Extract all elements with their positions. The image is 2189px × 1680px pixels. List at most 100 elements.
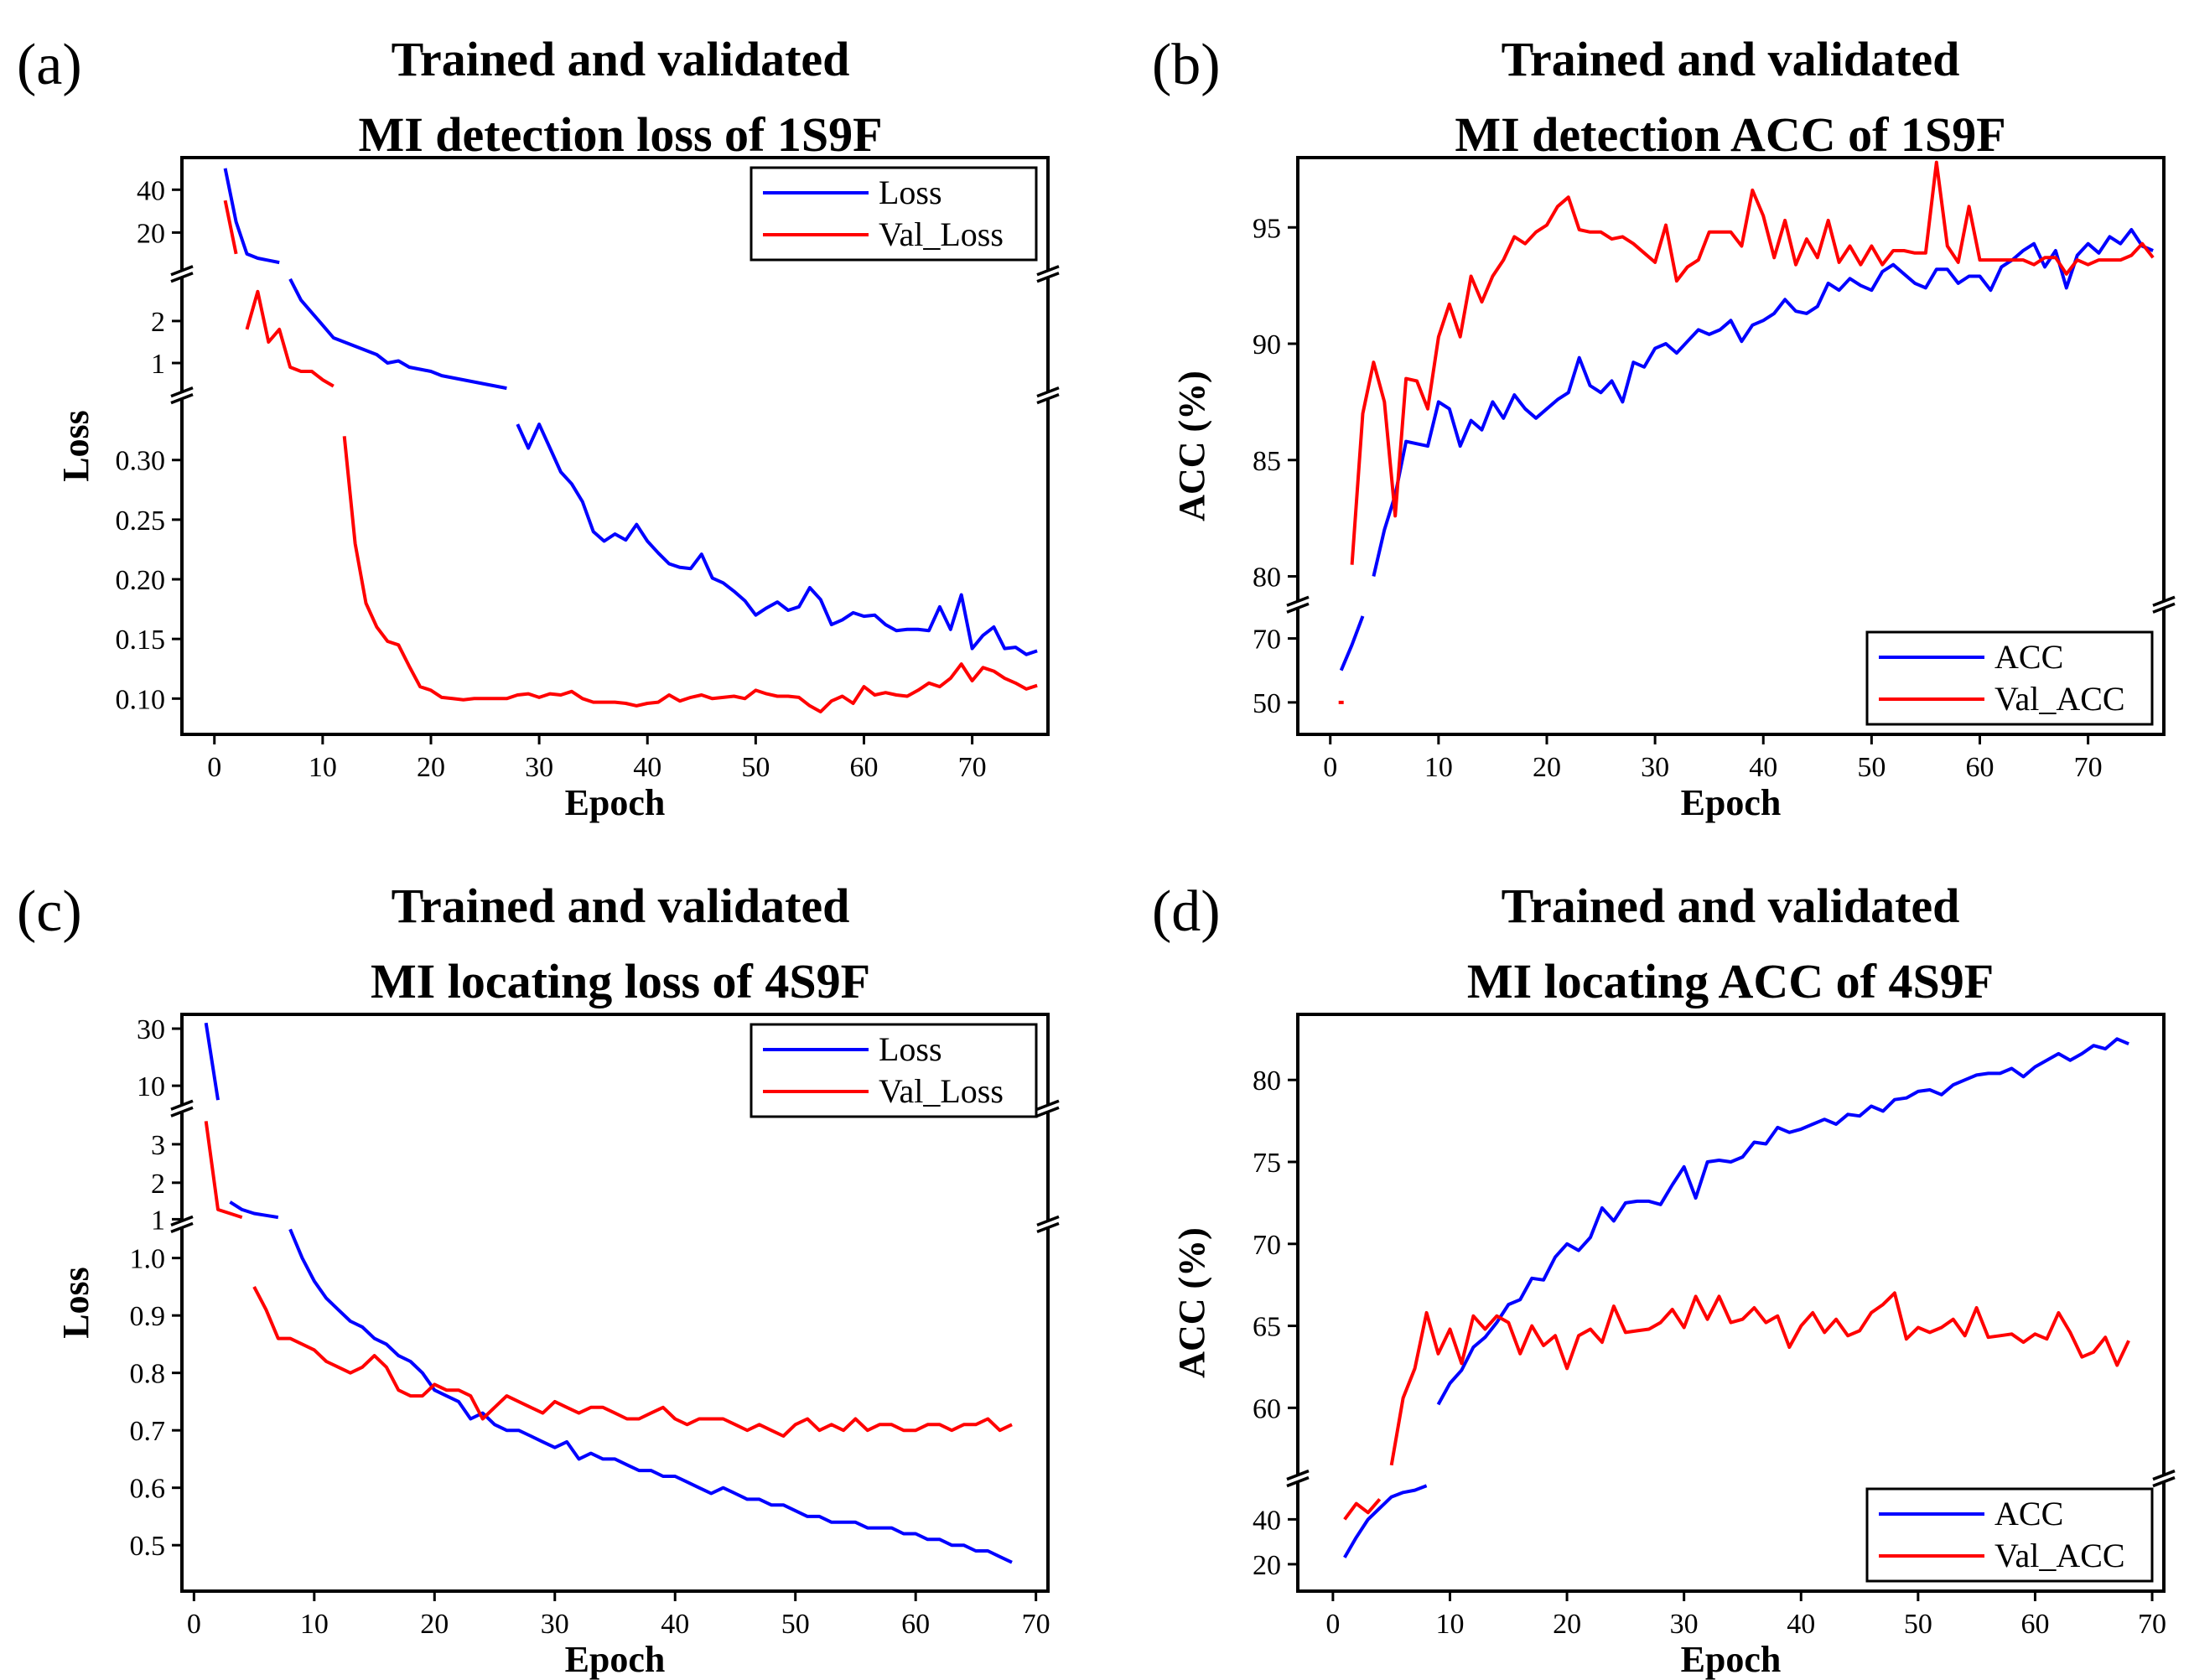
chart-title-line2: MI locating loss of 4S9F — [371, 954, 870, 1009]
chart-title-line2: MI detection loss of 1S9F — [358, 107, 882, 162]
x-tick-label: 20 — [417, 752, 445, 783]
y-axis-label: Loss — [55, 410, 96, 482]
y-tick-label: 65 — [1253, 1312, 1281, 1343]
legend-box — [750, 166, 1038, 262]
y-tick-label: 10 — [137, 1071, 165, 1102]
y-axis-label: Loss — [55, 1267, 96, 1339]
x-tick-label: 50 — [741, 752, 770, 783]
y-tick-label: 50 — [1253, 688, 1281, 719]
chart-title-line1: Trained and validated — [392, 879, 850, 933]
axis-break-mark — [1036, 1106, 1060, 1117]
chart-panel-a: (a) Trained and validated MI detection los… — [17, 32, 1060, 823]
series-line-val-acc — [1343, 1497, 1382, 1521]
y-tick-label: 75 — [1253, 1148, 1281, 1179]
y-tick-label: 30 — [137, 1014, 165, 1045]
axis-break-mark — [2152, 602, 2176, 614]
chart-panel-c: (c) Trained and validated MI locating loss… — [17, 879, 1060, 1680]
series-line-val-loss — [252, 1285, 1013, 1438]
axis-break-mask — [1036, 391, 1060, 400]
axis-break-mask — [1286, 1474, 1310, 1483]
x-tick-label: 0 — [187, 1609, 201, 1640]
axis-break-mark — [1036, 272, 1060, 283]
x-tick-label: 70 — [958, 752, 987, 783]
axis-break-mask — [2152, 600, 2176, 609]
y-tick-label: 1.0 — [130, 1244, 166, 1275]
legend-label: Val_ACC — [1994, 680, 2125, 718]
y-tick-label: 40 — [1253, 1505, 1281, 1536]
x-tick-label: 50 — [1857, 752, 1886, 783]
y-tick-label: 80 — [1253, 563, 1281, 594]
series-line-acc — [1436, 1037, 2129, 1406]
panel-label: (d) — [1152, 879, 1221, 944]
series-line-acc — [1343, 1484, 1428, 1558]
x-tick-label: 70 — [1022, 1609, 1050, 1640]
series-group — [1343, 1037, 2130, 1558]
legend-label: Loss — [879, 174, 942, 211]
series-line-loss — [223, 168, 280, 265]
x-tick-label: 60 — [2020, 1609, 2049, 1640]
legend-label: Val_Loss — [879, 215, 1004, 253]
series-line-loss — [204, 1022, 220, 1101]
series-line-val-acc — [1350, 160, 2155, 565]
x-tick-label: 70 — [2138, 1609, 2166, 1640]
plot-frame — [180, 1013, 1050, 1593]
x-tick-label: 40 — [1749, 752, 1777, 783]
y-tick-label: 70 — [1253, 1230, 1281, 1261]
chart-panel-b: (b) Trained and validated MI detection ACC… — [1152, 32, 2176, 823]
axis-break-mark — [170, 272, 194, 283]
series-line-val-loss — [342, 436, 1038, 713]
panel-label: (c) — [17, 879, 82, 944]
y-tick-label: 1 — [151, 1205, 165, 1236]
panel-label: (b) — [1152, 33, 1221, 97]
axis-break-mark — [2152, 1475, 2176, 1488]
y-tick-label: 60 — [1253, 1393, 1281, 1424]
axis-break-mark — [1036, 1099, 1060, 1111]
axis-break-mark — [1036, 1215, 1060, 1227]
x-tick-label: 30 — [1641, 752, 1669, 783]
axis-break-mark — [170, 1106, 194, 1117]
series-group — [204, 1022, 1013, 1564]
y-tick-label: 0.30 — [116, 446, 166, 477]
axis-break-mask — [1036, 1104, 1060, 1113]
series-line-val-loss — [204, 1121, 243, 1220]
series-line-val-loss — [245, 289, 335, 388]
series-group — [1338, 160, 2155, 704]
x-tick-label: 10 — [1424, 752, 1453, 783]
legend-box — [750, 1023, 1038, 1118]
series-line-loss — [229, 1200, 279, 1220]
y-tick-label: 40 — [137, 175, 165, 206]
series-line-loss — [516, 423, 1038, 656]
x-tick-label: 0 — [1323, 752, 1337, 783]
y-tick-label: 20 — [1253, 1550, 1281, 1581]
y-axis-label: ACC (%) — [1171, 1227, 1212, 1378]
chart-title-line1: Trained and validated — [1502, 32, 1960, 86]
x-axis-label: Epoch — [565, 782, 666, 823]
series-group — [223, 168, 1038, 713]
series-line-loss — [288, 1228, 1013, 1564]
x-tick-label: 20 — [1553, 1609, 1581, 1640]
x-tick-label: 70 — [2074, 752, 2103, 783]
plot-frame — [1296, 1013, 2166, 1593]
axis-break-mark — [1286, 602, 1310, 614]
legend-box — [1865, 1487, 2154, 1583]
legend: ACC Val_ACC — [1865, 630, 2154, 726]
axis-break-mark — [170, 1099, 194, 1111]
axis-break-mark — [1036, 392, 1060, 405]
x-tick-label: 50 — [1904, 1609, 1932, 1640]
chart-title-line1: Trained and validated — [392, 32, 850, 86]
axis-break-mark — [2152, 1469, 2176, 1481]
x-tick-label: 50 — [781, 1609, 810, 1640]
axis-break-mask — [170, 1104, 194, 1113]
axis-break-mark — [170, 1221, 194, 1234]
axis-break-mark — [1036, 1221, 1060, 1234]
x-tick-label: 0 — [207, 752, 221, 783]
x-tick-label: 10 — [309, 752, 337, 783]
chart-title-line2: MI detection ACC of 1S9F — [1455, 107, 2005, 162]
y-tick-label: 20 — [137, 218, 165, 249]
axis-break-mark — [170, 386, 194, 398]
axis-break-mark — [1286, 1469, 1310, 1481]
x-tick-label: 40 — [661, 1609, 689, 1640]
series-line-loss — [288, 277, 507, 391]
axis-break-mask — [1286, 600, 1310, 609]
